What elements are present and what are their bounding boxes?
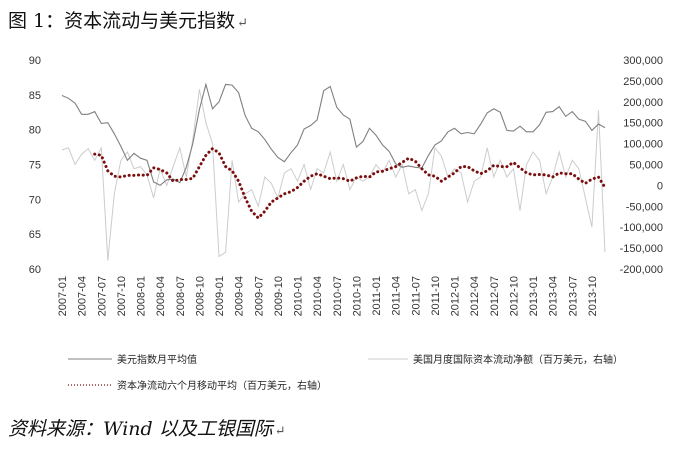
y-right-tick-label: -150,000 xyxy=(620,243,663,255)
x-tick-label: 2010-01 xyxy=(293,276,305,316)
x-tick-label: 2012-01 xyxy=(450,276,462,316)
x-tick-label: 2008-07 xyxy=(175,276,187,316)
y-left-tick-label: 75 xyxy=(29,160,41,172)
y-right-tick-label: 100,000 xyxy=(623,139,663,151)
y-left-tick-label: 65 xyxy=(29,229,41,241)
y-right-tick-label: -50,000 xyxy=(626,201,663,213)
x-tick-label: 2012-04 xyxy=(469,276,481,316)
return-mark: ↵ xyxy=(237,16,249,31)
x-tick-label: 2007-01 xyxy=(57,276,69,316)
series-dollar-index-line xyxy=(61,82,606,187)
y-left-tick-label: 90 xyxy=(29,55,41,67)
x-tick-label: 2009-04 xyxy=(234,276,246,316)
y-right-tick-label: 200,000 xyxy=(623,97,663,109)
legend-label: 资本净流动六个月移动平均（百万美元，右轴） xyxy=(117,379,327,392)
x-tick-label: 2007-07 xyxy=(96,276,108,316)
y-right-tick-label: 300,000 xyxy=(623,55,663,67)
y-left-tick-label: 60 xyxy=(29,264,41,276)
x-tick-label: 2007-10 xyxy=(116,276,128,316)
y-left-tick-label: 70 xyxy=(29,194,41,206)
y-right-tick-label: 250,000 xyxy=(623,76,663,88)
y-right-tick-label: 150,000 xyxy=(623,118,663,130)
x-tick-label: 2011-01 xyxy=(371,276,383,316)
x-tick-label: 2012-07 xyxy=(489,276,501,316)
x-tick-label: 2013-04 xyxy=(548,276,560,316)
legend-dollar-index: 美元指数月平均值 xyxy=(68,353,197,366)
y-right-tick-label: -200,000 xyxy=(620,264,663,276)
x-tick-label: 2013-10 xyxy=(587,276,599,316)
x-tick-label: 2007-04 xyxy=(77,276,89,316)
x-tick-label: 2010-04 xyxy=(312,276,324,316)
x-tick-label: 2011-04 xyxy=(391,276,403,316)
series-capital-flow-line xyxy=(61,89,606,261)
y-right-tick-label: 50,000 xyxy=(629,160,663,172)
x-tick-label: 2008-01 xyxy=(136,276,148,316)
x-tick-label: 2010-10 xyxy=(351,276,363,316)
y-right-tick-label: -100,000 xyxy=(620,222,663,234)
x-tick-label: 2013-07 xyxy=(567,276,579,316)
y-left-tick-label: 80 xyxy=(29,125,41,137)
legend-label: 美国月度国际资本流动净额（百万美元，右轴） xyxy=(413,353,623,366)
source-note: 资料来源：Wind 以及工银国际 ↵ xyxy=(8,418,286,440)
y-left-tick-label: 85 xyxy=(29,90,41,102)
x-tick-label: 2008-04 xyxy=(155,276,167,316)
return-mark-source: ↵ xyxy=(274,424,286,439)
figure-title: 图 1：资本流动与美元指数 ↵ xyxy=(8,10,249,32)
y-right-tick-label: 0 xyxy=(657,180,663,192)
x-tick-label: 2009-07 xyxy=(253,276,265,316)
legend-label: 美元指数月平均值 xyxy=(117,353,197,366)
x-tick-label: 2011-10 xyxy=(430,276,442,316)
legend-capital-flow: 美国月度国际资本流动净额（百万美元，右轴） xyxy=(368,353,623,366)
x-tick-label: 2009-01 xyxy=(214,276,226,316)
x-tick-label: 2013-01 xyxy=(528,276,540,316)
series-moving-average-line xyxy=(93,146,607,221)
x-tick-label: 2009-10 xyxy=(273,276,285,316)
x-tick-label: 2012-10 xyxy=(508,276,520,316)
x-tick-label: 2010-07 xyxy=(332,276,344,316)
legend-moving-average: 资本净流动六个月移动平均（百万美元，右轴） xyxy=(68,379,327,392)
x-tick-label: 2011-07 xyxy=(410,276,422,316)
x-tick-label: 2008-10 xyxy=(194,276,206,316)
